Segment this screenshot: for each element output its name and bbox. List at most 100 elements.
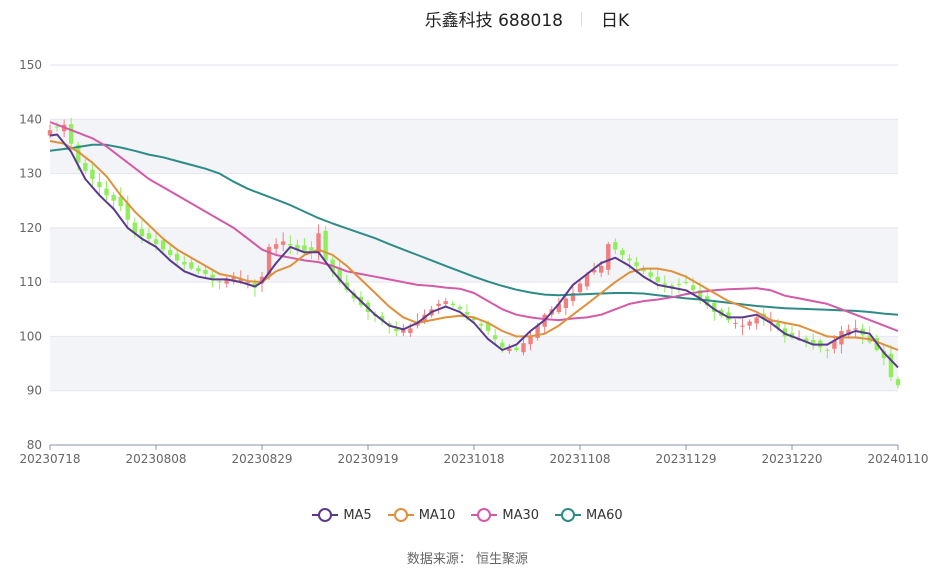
candle[interactable] [111, 191, 116, 210]
candle-body [825, 349, 830, 351]
candle[interactable] [97, 172, 102, 195]
candle[interactable] [83, 158, 88, 174]
candle[interactable] [210, 269, 215, 288]
candle-body [627, 258, 632, 261]
candle[interactable] [768, 311, 773, 332]
candle-body [712, 302, 717, 312]
candle-body [662, 283, 667, 285]
candle[interactable] [563, 295, 569, 316]
candle[interactable] [217, 279, 222, 290]
ma60-line[interactable] [49, 143, 899, 316]
candle[interactable] [189, 257, 194, 271]
ma10-line[interactable] [49, 140, 899, 351]
candle[interactable] [387, 320, 392, 334]
x-tick-label: 20230808 [125, 452, 186, 466]
candle[interactable] [606, 241, 611, 276]
candle[interactable] [881, 343, 887, 366]
candle[interactable] [478, 321, 484, 331]
candle[interactable] [443, 298, 448, 306]
candle[interactable] [507, 344, 512, 354]
candle[interactable] [676, 278, 682, 294]
candle[interactable] [669, 282, 675, 295]
candle[interactable] [231, 271, 236, 285]
candle[interactable] [196, 265, 201, 275]
ma30-line[interactable] [49, 121, 899, 332]
ma5-line[interactable] [49, 133, 899, 369]
candle[interactable] [825, 347, 830, 359]
legend-item-ma30[interactable]: MA30 [471, 504, 539, 526]
candle[interactable] [895, 376, 901, 389]
candle-body [281, 241, 286, 245]
x-tick-label: 20230829 [231, 452, 292, 466]
candle-body [613, 242, 618, 250]
candle[interactable] [379, 312, 385, 325]
candle[interactable] [104, 180, 109, 201]
moving-average-lines[interactable] [49, 121, 899, 369]
candle[interactable] [832, 335, 837, 354]
candle[interactable] [457, 304, 463, 312]
candle[interactable] [224, 276, 229, 288]
legend-item-ma10[interactable]: MA10 [387, 504, 455, 526]
candle-body [337, 267, 342, 283]
candle-body [160, 240, 166, 250]
candle[interactable] [521, 338, 526, 356]
candle-body [669, 285, 675, 288]
candle[interactable] [47, 124, 53, 139]
candle[interactable] [853, 319, 858, 338]
legend-label-ma5: MA5 [343, 507, 372, 523]
candle[interactable] [726, 307, 731, 324]
candle[interactable] [273, 238, 279, 257]
legend-item-ma60[interactable]: MA60 [555, 504, 623, 526]
candle-body [457, 306, 463, 310]
candle[interactable] [570, 286, 576, 307]
candle[interactable] [620, 247, 625, 261]
candle[interactable] [846, 324, 851, 339]
candle-body [238, 279, 243, 282]
candle[interactable] [394, 321, 399, 337]
candle-body [90, 169, 95, 179]
legend: MA5 MA10 MA30 MA60 [0, 504, 935, 526]
candle[interactable] [288, 235, 293, 255]
candle[interactable] [125, 195, 130, 227]
candle-body [697, 290, 703, 299]
candle[interactable] [493, 329, 498, 344]
candle[interactable] [542, 312, 547, 334]
candle-body [224, 279, 229, 284]
candle[interactable] [754, 314, 759, 330]
candle[interactable] [295, 239, 300, 255]
candlestick-series[interactable] [47, 117, 901, 389]
candle[interactable] [450, 300, 455, 308]
candle[interactable] [316, 224, 321, 261]
candle-body [118, 196, 123, 207]
candle[interactable] [118, 187, 123, 212]
candle[interactable] [577, 280, 583, 295]
candle-body [881, 350, 887, 359]
candle[interactable] [747, 319, 752, 330]
candle[interactable] [528, 330, 533, 351]
candle[interactable] [733, 319, 738, 329]
candle-body [634, 262, 639, 266]
candle[interactable] [811, 333, 816, 350]
legend-item-ma5[interactable]: MA5 [312, 504, 372, 526]
candle-body [775, 323, 781, 329]
candle-body [210, 274, 215, 279]
y-tick-label: 100 [19, 329, 42, 343]
candle[interactable] [888, 344, 894, 382]
candle[interactable] [662, 275, 667, 293]
candle[interactable] [740, 316, 745, 336]
candle[interactable] [54, 122, 60, 132]
candle-body [846, 329, 851, 336]
candle[interactable] [309, 241, 314, 260]
candle[interactable] [613, 238, 618, 254]
candle[interactable] [182, 255, 187, 270]
candle[interactable] [281, 232, 286, 252]
candle[interactable] [203, 265, 208, 279]
candle[interactable] [323, 225, 328, 265]
candle[interactable] [556, 297, 561, 315]
candle-body [514, 347, 519, 350]
candle[interactable] [90, 164, 95, 189]
x-tick-label: 20231129 [655, 452, 716, 466]
candle[interactable] [436, 299, 441, 314]
candle-body [521, 343, 526, 353]
